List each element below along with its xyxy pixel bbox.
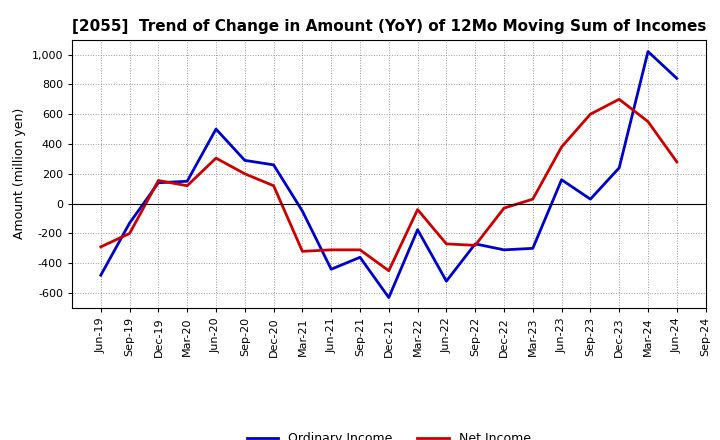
Ordinary Income xyxy=(356,255,364,260)
Ordinary Income xyxy=(125,220,134,226)
Legend: Ordinary Income, Net Income: Ordinary Income, Net Income xyxy=(242,427,536,440)
Net Income xyxy=(154,178,163,183)
Net Income xyxy=(384,268,393,273)
Ordinary Income xyxy=(500,247,508,253)
Net Income xyxy=(672,159,681,165)
Ordinary Income xyxy=(154,180,163,185)
Ordinary Income xyxy=(644,49,652,54)
Net Income xyxy=(471,243,480,248)
Net Income xyxy=(125,231,134,236)
Ordinary Income xyxy=(413,227,422,232)
Ordinary Income xyxy=(615,165,624,170)
Net Income xyxy=(557,144,566,150)
Net Income xyxy=(240,171,249,176)
Net Income xyxy=(183,183,192,188)
Ordinary Income xyxy=(183,179,192,184)
Ordinary Income xyxy=(471,241,480,246)
Ordinary Income xyxy=(528,246,537,251)
Net Income xyxy=(327,247,336,253)
Ordinary Income xyxy=(212,126,220,132)
Net Income xyxy=(644,119,652,124)
Net Income xyxy=(356,247,364,253)
Net Income xyxy=(413,207,422,212)
Net Income xyxy=(442,241,451,246)
Ordinary Income xyxy=(269,162,278,168)
Ordinary Income xyxy=(557,177,566,183)
Net Income xyxy=(500,205,508,211)
Ordinary Income xyxy=(672,76,681,81)
Net Income xyxy=(528,197,537,202)
Net Income xyxy=(615,97,624,102)
Net Income xyxy=(269,183,278,188)
Ordinary Income xyxy=(240,158,249,163)
Line: Net Income: Net Income xyxy=(101,99,677,271)
Ordinary Income xyxy=(442,279,451,284)
Ordinary Income xyxy=(586,197,595,202)
Net Income xyxy=(212,155,220,161)
Net Income xyxy=(586,111,595,117)
Y-axis label: Amount (million yen): Amount (million yen) xyxy=(13,108,26,239)
Ordinary Income xyxy=(96,272,105,278)
Title: [2055]  Trend of Change in Amount (YoY) of 12Mo Moving Sum of Incomes: [2055] Trend of Change in Amount (YoY) o… xyxy=(71,19,706,34)
Ordinary Income xyxy=(298,209,307,214)
Net Income xyxy=(298,249,307,254)
Ordinary Income xyxy=(327,267,336,272)
Line: Ordinary Income: Ordinary Income xyxy=(101,51,677,297)
Net Income xyxy=(96,244,105,249)
Ordinary Income xyxy=(384,295,393,300)
